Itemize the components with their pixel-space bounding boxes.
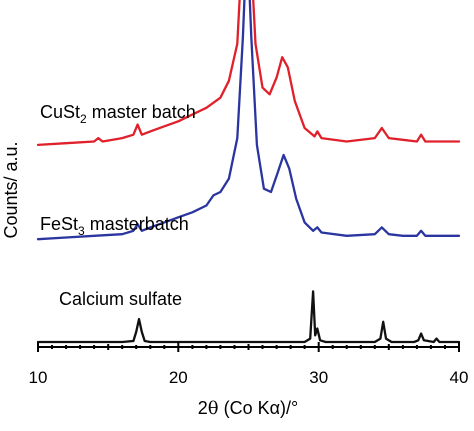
x-axis-title-prefix: 2 <box>198 398 208 418</box>
series-label-2: Calcium sulfate <box>59 289 182 309</box>
series-label-subscript: 3 <box>78 224 85 238</box>
x-ticks-layer: 10 20 30 40 <box>29 342 469 387</box>
series-labels-layer: CuSt2 master batch FeSt3 masterbatch Calci… <box>40 102 196 309</box>
x-axis-title-theta: θ <box>208 398 219 419</box>
series-label-rest: masterbatch <box>85 214 189 234</box>
series-label-0: CuSt2 master batch <box>40 102 196 126</box>
series-label-main: Calcium sulfate <box>59 289 182 309</box>
x-axis-title-rest: (Co Kα)/° <box>219 398 299 418</box>
series-label-subscript: 2 <box>80 112 87 126</box>
series-line-0 <box>36 0 461 147</box>
x-tick-label: 30 <box>309 368 328 387</box>
series-layer <box>36 0 461 344</box>
y-axis-title: Counts/ a.u. <box>1 141 21 238</box>
series-label-main: FeSt <box>40 214 78 234</box>
x-tick-label: 40 <box>450 368 469 387</box>
series-label-main: CuSt <box>40 102 80 122</box>
series-line-1 <box>36 0 461 241</box>
x-tick-label: 10 <box>29 368 48 387</box>
x-tick-label: 20 <box>169 368 188 387</box>
series-label-rest: master batch <box>87 102 196 122</box>
series-label-1: FeSt3 masterbatch <box>40 214 189 238</box>
series-line-2 <box>36 290 461 344</box>
x-axis-title: 2θ (Co Kα)/° <box>198 398 298 419</box>
